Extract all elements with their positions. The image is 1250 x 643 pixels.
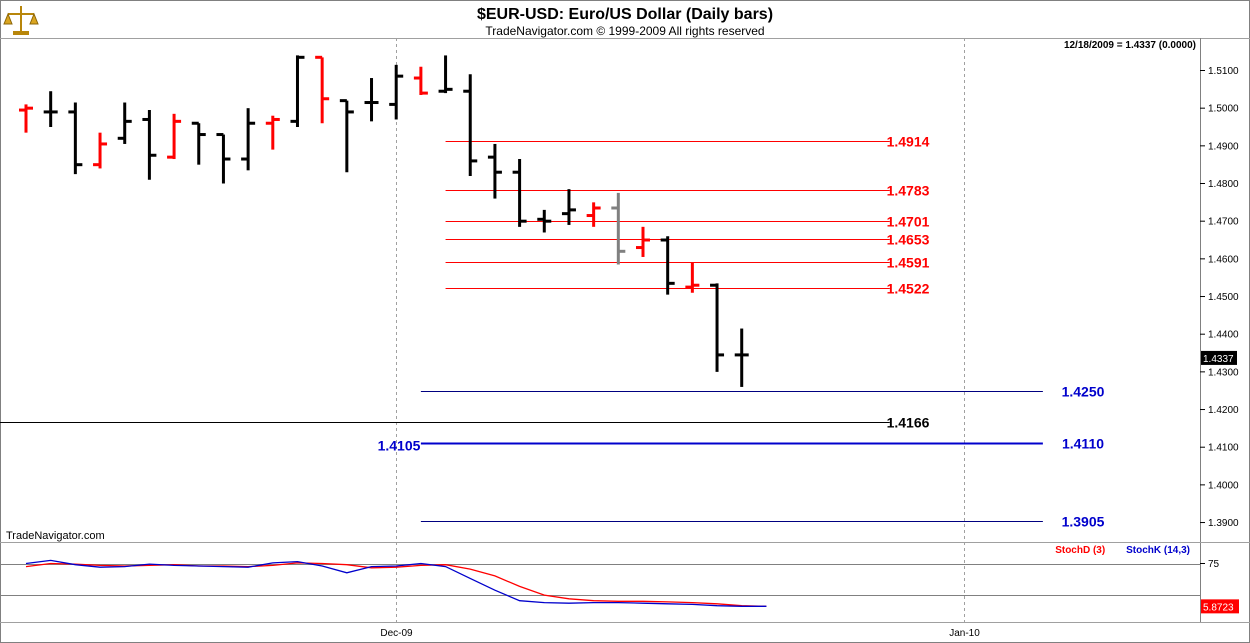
bar-layer [19, 55, 749, 387]
ohlc-bar [241, 108, 256, 171]
watermark: TradeNavigator.com [6, 530, 105, 542]
price-tick-label: 1.4100 [1208, 443, 1239, 454]
grid-layer [396, 38, 965, 622]
ohlc-bar [68, 102, 83, 175]
price-tick-label: 1.4300 [1208, 367, 1239, 378]
x-tick-label: Jan-10 [949, 628, 980, 639]
ohlc-bar [93, 132, 108, 169]
oscillator-last-value-label: 5.8723 [1203, 602, 1234, 613]
ohlc-bar [586, 202, 601, 227]
ohlc-bar [512, 159, 527, 227]
ohlc-bar [487, 143, 502, 199]
ohlc-bar [265, 115, 280, 150]
ohlc-bar [611, 192, 626, 265]
level-label: 1.4110 [1062, 436, 1104, 452]
ohlc-bar [561, 189, 576, 225]
price-tick-label: 1.3900 [1208, 518, 1239, 529]
ohlc-bar [315, 55, 330, 124]
price-tick-label: 1.4400 [1208, 330, 1239, 341]
level-label: 1.4914 [887, 134, 930, 150]
ohlc-bar [537, 209, 552, 233]
level-label: 1.4591 [887, 255, 930, 271]
price-tick-label: 1.5000 [1208, 104, 1239, 115]
price-tick-label: 1.4900 [1208, 141, 1239, 152]
oscillator-legend-entry: StochK (14,3) [1126, 545, 1190, 556]
oscillator-series-line [25, 559, 767, 607]
ohlc-bar [636, 226, 650, 257]
level-label: 1.4783 [887, 183, 930, 199]
price-tick-label: 1.4600 [1208, 254, 1239, 265]
price-tick-label: 1.4000 [1208, 480, 1239, 491]
price-tick-label: 1.5100 [1208, 66, 1239, 77]
ohlc-bar [191, 121, 206, 165]
price-tick-label: 1.4500 [1208, 292, 1239, 303]
last-price-label: 1.4337 [1203, 354, 1234, 365]
level-label: 1.3905 [1062, 514, 1105, 530]
ohlc-bar [413, 66, 428, 95]
oscillator-tick-label: 75 [1208, 559, 1220, 570]
price-readout: 12/18/2009 = 1.4337 (0.0000) [1064, 40, 1196, 51]
ohlc-bar [216, 133, 231, 184]
oscillator-panel: 75 StochK (14,3) StochD (3) 5.8723 [0, 545, 1239, 614]
price-tick-label: 1.4800 [1208, 179, 1239, 190]
ohlc-bar [734, 328, 749, 387]
price-axis: 1.5100 1.5000 1.4900 1.4800 1.4700 1.4600 1.45… [1200, 66, 1239, 529]
level-label: 1.4105 [378, 437, 421, 453]
level-label: 1.4522 [887, 281, 930, 297]
ohlc-bar [438, 55, 453, 94]
level-label: 1.4250 [1062, 384, 1105, 400]
ohlc-bar [660, 236, 675, 295]
chart-subtitle: TradeNavigator.com © 1999-2009 All right… [485, 24, 764, 38]
ohlc-bar [19, 104, 33, 133]
ohlc-bar [710, 283, 725, 372]
level-label: 1.4653 [887, 232, 930, 248]
ohlc-bar [685, 262, 700, 293]
x-tick-label: Dec-09 [380, 628, 413, 639]
ohlc-bar [142, 110, 157, 180]
ohlc-bar [364, 78, 379, 122]
scale-balance-icon[interactable] [3, 6, 39, 35]
price-tick-label: 1.4200 [1208, 405, 1239, 416]
oscillator-last-value-box [1201, 599, 1239, 614]
ohlc-bar [463, 74, 478, 176]
chart-title: $EUR-USD: Euro/US Dollar (Daily bars) [477, 6, 773, 23]
oscillator-legend-entry: StochD (3) [1055, 545, 1105, 556]
level-label: 1.4701 [887, 214, 930, 230]
ohlc-bar [167, 113, 182, 160]
level-label: 1.4166 [887, 415, 930, 431]
ohlc-bar [339, 99, 354, 173]
ohlc-bar [290, 55, 305, 128]
ohlc-bar [117, 102, 132, 144]
ohlc-bar [43, 91, 58, 128]
last-price-box [1201, 350, 1237, 365]
ohlc-bar [389, 64, 404, 120]
oscillator-series-line [25, 562, 767, 607]
price-tick-label: 1.4700 [1208, 217, 1239, 228]
x-axis: Dec-09 Jan-10 [380, 628, 980, 639]
